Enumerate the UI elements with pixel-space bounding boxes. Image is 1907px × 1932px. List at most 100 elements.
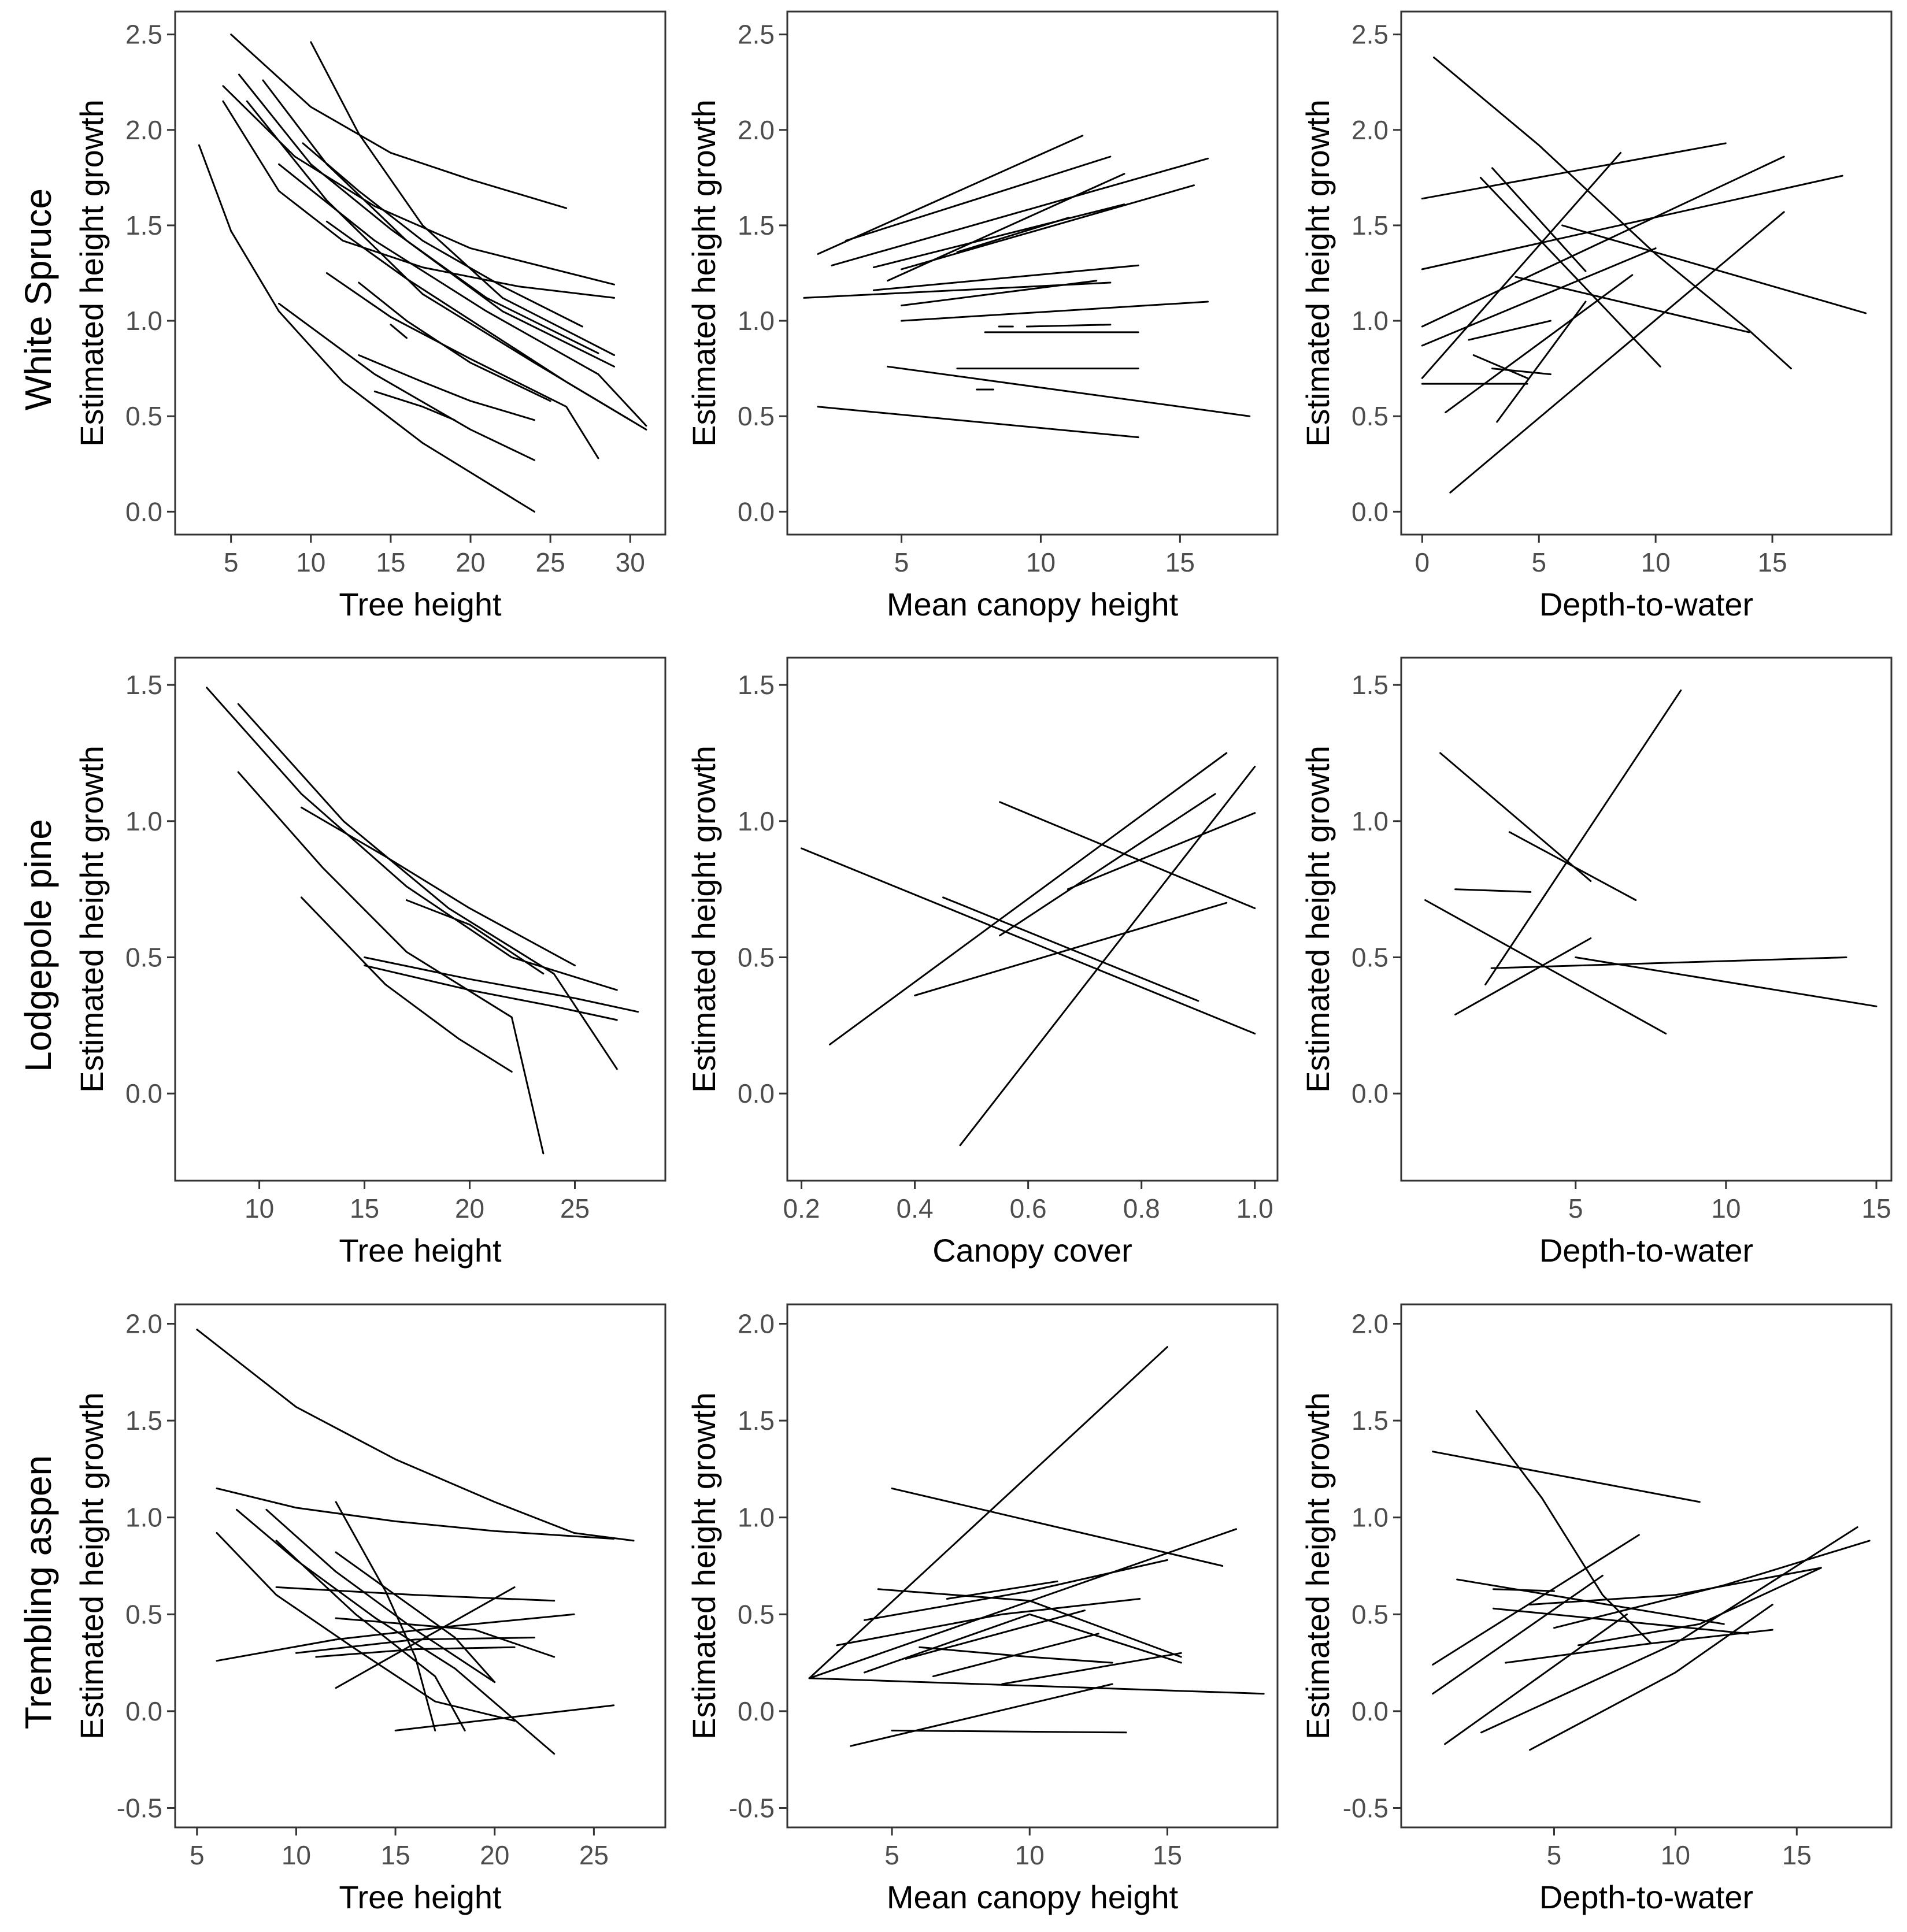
y-tick-label: 2.5: [738, 20, 775, 50]
x-tick-label: 15: [350, 1193, 379, 1223]
x-tick-label: 1.0: [1236, 1193, 1273, 1223]
x-tick-label: 20: [456, 547, 485, 577]
x-axis-title: Depth-to-water: [1539, 1232, 1753, 1269]
series-line-6: [275, 1540, 466, 1731]
series-line-1: [808, 1346, 1168, 1679]
series-line-3: [1456, 1578, 1725, 1625]
series-line-12: [1515, 276, 1750, 333]
y-tick-label: 0.0: [738, 1696, 775, 1726]
series-line-2: [216, 1487, 615, 1540]
series-group: [1424, 689, 1878, 1034]
x-tick-label: 10: [245, 1193, 274, 1223]
panel-frame: [1400, 657, 1893, 1182]
series-line-14: [1468, 320, 1551, 341]
series-line-17: [1491, 368, 1551, 376]
series-line-1: [801, 847, 1256, 1034]
series-line-5: [808, 1677, 1265, 1695]
y-tick-label: 0.0: [1351, 1078, 1388, 1108]
series-line-15: [394, 1704, 615, 1731]
y-axis-title: Estimated height growth: [73, 99, 110, 447]
series-line-13: [315, 1646, 516, 1658]
y-tick-label: 1.5: [1351, 210, 1388, 240]
series-line-4: [222, 85, 616, 285]
series-line-6: [262, 79, 616, 368]
x-tick-label: 0: [1415, 547, 1430, 577]
series-line-3: [237, 771, 545, 1155]
series-line-8: [863, 1613, 1182, 1674]
x-tick-label: 5: [884, 1840, 899, 1870]
series-line-9: [1444, 1613, 1628, 1745]
y-tick-label: 1.0: [125, 1503, 162, 1533]
series-line-4: [999, 801, 1256, 910]
y-axis-title: Estimated height growth: [73, 1392, 110, 1740]
x-tick-label: 15: [380, 1840, 410, 1870]
series-line-3: [1454, 888, 1532, 893]
y-tick-label: 1.0: [125, 806, 162, 836]
series-line-9: [1479, 176, 1661, 368]
series-line-6: [914, 902, 1228, 996]
x-tick-label: 10: [282, 1840, 311, 1870]
series-line-8: [335, 1551, 496, 1683]
series-line-10: [901, 280, 1098, 307]
series-line-6: [1454, 937, 1592, 1015]
series-line-5: [238, 73, 599, 354]
x-tick-label: 5: [1568, 1193, 1583, 1223]
x-tick-label: 20: [480, 1840, 509, 1870]
x-tick-label: 15: [376, 547, 405, 577]
panel-lp-depth: 0.0 0.5 1.0 1.5 5 10 15 Depth-to-water Estimated…: [1299, 657, 1893, 1269]
x-axis-title: Tree height: [339, 586, 502, 622]
y-tick-label: 1.0: [1351, 806, 1388, 836]
x-tick-label: 5: [190, 1840, 205, 1870]
y-tick-label: 0.5: [125, 942, 162, 972]
x-tick-label: 10: [1015, 1840, 1045, 1870]
y-tick-label: 2.0: [1351, 1309, 1388, 1339]
series-line-2: [230, 34, 568, 209]
series-line-15: [887, 365, 1251, 417]
series-line-2: [1475, 1410, 1652, 1645]
series-line-15: [358, 354, 535, 421]
row-label-trembling-aspen: Trembling aspen: [17, 1455, 59, 1729]
y-tick-label: 0.0: [738, 496, 775, 526]
series-line-2: [845, 155, 1112, 242]
panel-ws-tree-height: 0.0 0.5 1.0 1.5 2.0 2.5 5 10 15 20 25 30 Tree height…: [73, 10, 666, 622]
series-line-4: [1421, 155, 1785, 328]
x-tick-label: 25: [560, 1193, 590, 1223]
series-line-16: [373, 390, 456, 421]
series-line-5: [901, 184, 1195, 270]
y-tick-label: 0.5: [1351, 1599, 1388, 1629]
x-tick-label: 0.4: [897, 1193, 934, 1223]
series-line-10: [1480, 1526, 1858, 1734]
series-line-1: [817, 135, 1084, 255]
series-line-13: [1496, 301, 1587, 423]
series-line-3: [1421, 175, 1843, 270]
y-tick-label: 0.5: [1351, 942, 1388, 972]
series-line-12: [1001, 1652, 1182, 1685]
series-line-9: [216, 1613, 575, 1662]
y-tick-label: 0.0: [125, 1696, 162, 1726]
x-tick-label: 5: [224, 547, 239, 577]
x-tick-label: 10: [1641, 547, 1671, 577]
y-tick-label: 1.0: [738, 306, 775, 336]
panel-lp-canopy-cover: 0.0 0.5 1.0 1.5 0.2 0.4 0.6 0.8 1.0 Canopy cover E…: [686, 657, 1279, 1269]
x-tick-label: 5: [1531, 547, 1546, 577]
series-line-12: [295, 1637, 535, 1654]
series-line-9: [302, 142, 583, 328]
y-tick-label: 0.0: [125, 1078, 162, 1108]
y-tick-label: 1.0: [1351, 306, 1388, 336]
series-line-10: [275, 1586, 556, 1602]
y-tick-label: -0.5: [729, 1793, 775, 1823]
series-group: [1421, 56, 1867, 494]
x-axis-title: Depth-to-water: [1539, 586, 1753, 622]
x-tick-label: 25: [536, 547, 565, 577]
x-axis-title: Mean canopy height: [887, 586, 1179, 622]
series-line-17: [390, 324, 408, 339]
series-line-8: [999, 793, 1216, 937]
y-tick-label: 2.0: [1351, 115, 1388, 145]
y-tick-label: 1.5: [1351, 1406, 1388, 1436]
panel-frame: [786, 657, 1279, 1182]
y-axis-title: Estimated height growth: [1299, 99, 1336, 447]
series-line-3: [216, 1532, 516, 1722]
series-line-14: [891, 1729, 1127, 1734]
